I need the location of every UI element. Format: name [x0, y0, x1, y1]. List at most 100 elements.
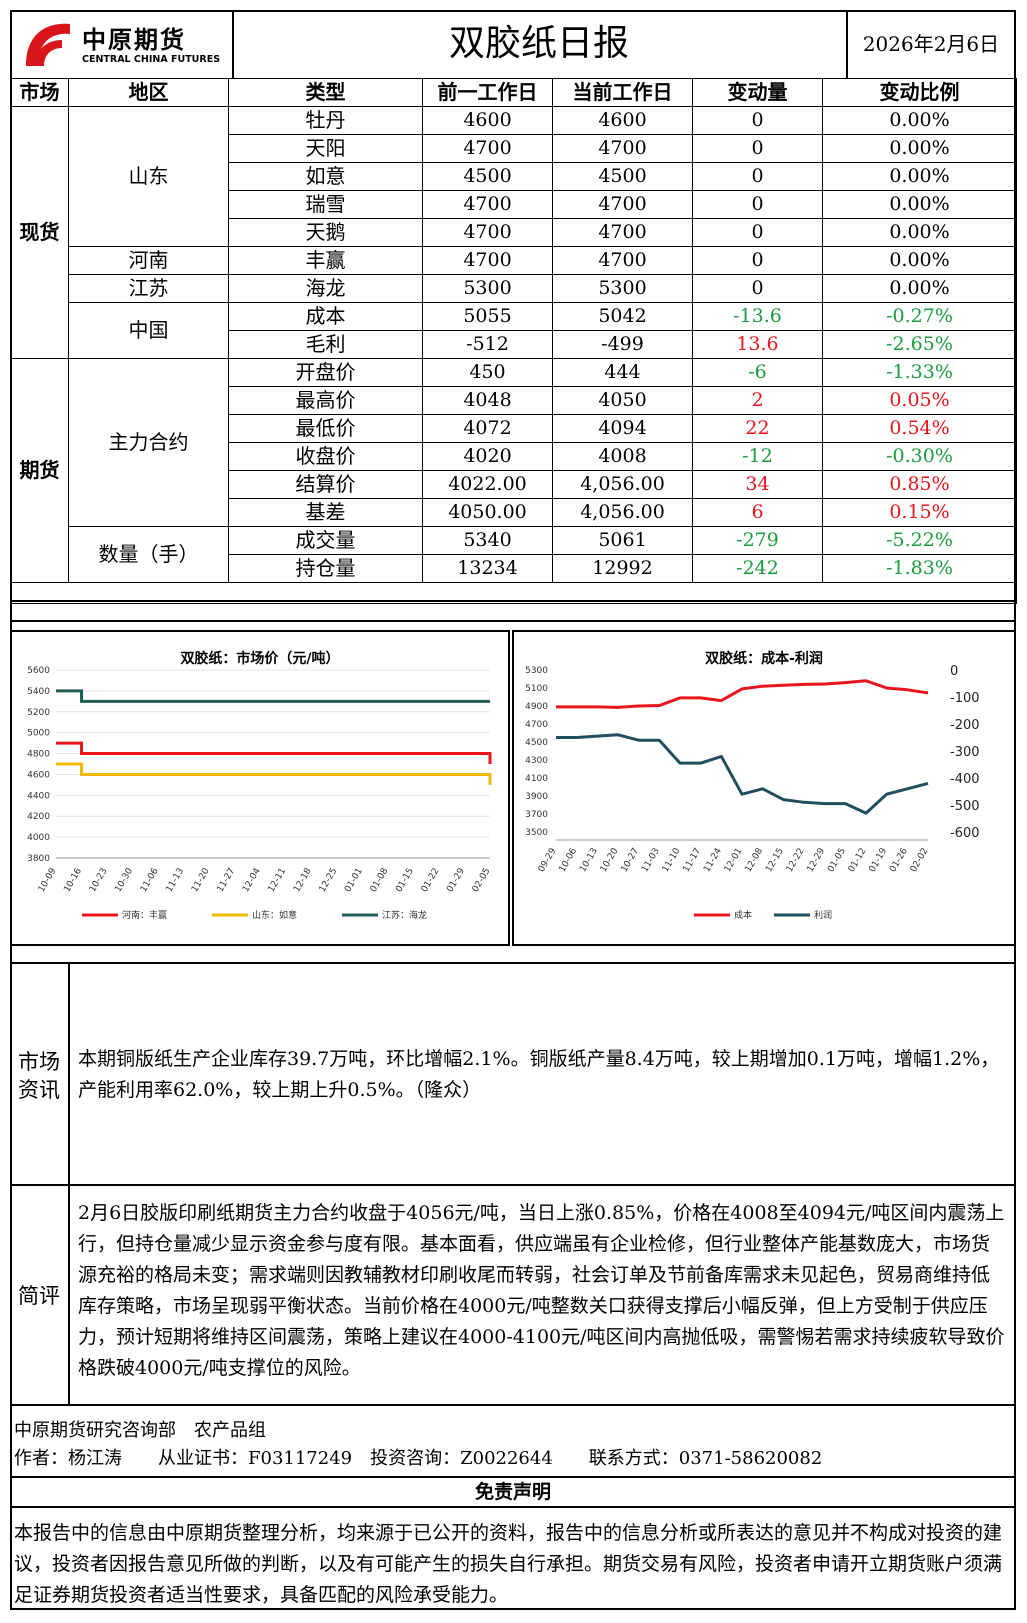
change-cell: 2 — [692, 386, 823, 415]
y-right-tick-label: -200 — [950, 718, 980, 733]
col-header-change: 变动量 — [692, 78, 823, 107]
curr-value-cell: 4094 — [552, 414, 693, 443]
prev-value-cell: 4020 — [422, 442, 553, 471]
change-cell: 0 — [692, 246, 823, 275]
company-logo-icon — [20, 20, 70, 70]
change-cell: -279 — [692, 526, 823, 555]
page-frame — [10, 10, 1016, 1610]
prev-value-cell: 4600 — [422, 106, 553, 135]
y-right-tick-label: -400 — [950, 772, 980, 787]
author-section: 中原期货研究咨询部 农产品组 作者：杨江涛 从业证书：F03117249 投资咨… — [10, 1404, 1016, 1478]
col-header-market: 市场 — [10, 78, 69, 107]
prev-value-cell: 4500 — [422, 162, 553, 191]
series-line — [556, 679, 929, 709]
price-table: 市场 地区 类型 前一工作日 当前工作日 变动量 变动比例 现货 山东 牡丹 4600… — [10, 78, 1017, 604]
legend-label: 利润 — [814, 909, 832, 921]
y-left-tick-label: 5100 — [525, 684, 548, 694]
change-cell: 22 — [692, 414, 823, 443]
market-price-chart: 双胶纸：市场价（元/吨） 3800 4000 4200 4400 4600 4800 500… — [10, 630, 510, 946]
change-pct-cell: -0.27% — [822, 302, 1017, 331]
table-row: 基差 4050.00 4,056.00 6 0.15% — [11, 498, 1017, 527]
series-line — [56, 741, 492, 764]
report-header: 中原期货 CENTRAL CHINA FUTURES 双胶纸日报 2026年2月… — [10, 10, 1016, 78]
market-info-label: 市场资讯 — [10, 964, 70, 1186]
change-pct-cell: 0.00% — [822, 162, 1017, 191]
y-tick-label: 5000 — [27, 729, 50, 739]
y-left-tick-label: 4300 — [525, 756, 548, 766]
table-row: 持仓量 13234 12992 -242 -1.83% — [11, 554, 1017, 583]
type-cell: 成本 — [228, 302, 423, 331]
type-cell: 如意 — [228, 162, 423, 191]
report-date: 2026年2月6日 — [862, 32, 1000, 56]
disclaimer-title-section: 免责声明 — [10, 1476, 1016, 1508]
change-pct-cell: 0.00% — [822, 246, 1017, 275]
market-price-chart-svg: 3800 4000 4200 4400 4600 4800 5000 5200 5400 5600… — [27, 666, 493, 921]
region-cell: 主力合约 — [68, 358, 229, 527]
y-tick-label: 4600 — [27, 770, 50, 780]
curr-value-cell: 4,056.00 — [552, 498, 693, 527]
change-pct-cell: 0.00% — [822, 190, 1017, 219]
y-tick-label: 4400 — [27, 791, 50, 801]
table-row: 如意 4500 4500 0 0.00% — [11, 162, 1017, 191]
y-tick-label: 5200 — [27, 708, 50, 718]
legend-label: 江苏：海龙 — [382, 909, 427, 921]
type-cell: 瑞雪 — [228, 190, 423, 219]
curr-value-cell: 4700 — [552, 190, 693, 219]
change-pct-cell: -2.65% — [822, 330, 1017, 359]
cost-profit-chart-svg: 3500 3700 3900 4100 4300 4500 4700 4900 5100 5300… — [525, 664, 980, 921]
prev-value-cell: 5300 — [422, 274, 553, 303]
change-pct-cell: 0.15% — [822, 498, 1017, 527]
change-cell: 6 — [692, 498, 823, 527]
table-row: 中国 成本 5055 5042 -13.6 -0.27% — [11, 302, 1017, 359]
table-row: 江苏 海龙 5300 5300 0 0.00% — [11, 274, 1017, 303]
prev-value-cell: 4050.00 — [422, 498, 553, 527]
comment-section: 简评 2月6日胶版印刷纸期货主力合约收盘于4056元/吨，当日上涨0.85%，价… — [10, 1184, 1016, 1406]
y-tick-label: 4200 — [27, 812, 50, 822]
curr-value-cell: 5061 — [552, 526, 693, 555]
table-row: 数量（手） 成交量 5340 5061 -279 -5.22% — [11, 526, 1017, 583]
type-cell: 天鹅 — [228, 218, 423, 247]
legend-label: 山东：如意 — [252, 909, 297, 921]
type-cell: 成交量 — [228, 526, 423, 555]
change-pct-cell: -0.30% — [822, 442, 1017, 471]
y-tick-label: 4000 — [27, 833, 50, 843]
disclaimer-section: 本报告中的信息由中原期货整理分析，均来源于已公开的资料，报告中的信息分析或所表达… — [10, 1506, 1016, 1612]
series-line — [556, 733, 929, 815]
curr-value-cell: 4500 — [552, 162, 693, 191]
disclaimer-text: 本报告中的信息由中原期货整理分析，均来源于已公开的资料，报告中的信息分析或所表达… — [14, 1522, 1003, 1606]
dept-text: 中原期货研究咨询部 农产品组 — [14, 1420, 266, 1441]
market-info-text: 本期铜版纸生产企业库存39.7万吨，环比增幅2.1%。铜版纸产量8.4万吨，较上… — [78, 1048, 1000, 1101]
author-text: 作者：杨江涛 从业证书：F03117249 投资咨询：Z0022644 联系方式… — [14, 1448, 823, 1469]
type-cell: 开盘价 — [228, 358, 423, 387]
y-right-tick-label: -300 — [950, 745, 980, 760]
type-cell: 毛利 — [228, 330, 423, 359]
y-right-tick-label: -500 — [950, 799, 980, 814]
y-right-tick-label: -100 — [950, 691, 980, 706]
prev-value-cell: 450 — [422, 358, 553, 387]
change-cell: 0 — [692, 218, 823, 247]
prev-value-cell: 5340 — [422, 526, 553, 555]
change-cell: 0 — [692, 106, 823, 135]
region-cell: 江苏 — [68, 274, 229, 303]
y-right-tick-label: 0 — [950, 664, 958, 679]
page-title: 双胶纸日报 — [232, 10, 848, 78]
comment-label: 简评 — [10, 1186, 70, 1406]
prev-value-cell: 4700 — [422, 134, 553, 163]
change-pct-cell: -1.33% — [822, 358, 1017, 387]
y-tick-label: 4800 — [27, 750, 50, 760]
region-cell: 河南 — [68, 246, 229, 275]
change-cell: -6 — [692, 358, 823, 387]
change-cell: -242 — [692, 554, 823, 583]
logo: 中原期货 CENTRAL CHINA FUTURES — [10, 10, 234, 78]
change-pct-cell: 0.54% — [822, 414, 1017, 443]
series-line — [56, 689, 490, 703]
disclaimer-title: 免责声明 — [474, 1481, 551, 1503]
market-cell: 现货 — [10, 106, 69, 359]
table-row: 毛利 -512 -499 13.6 -2.65% — [11, 330, 1017, 359]
legend-label: 河南：丰赢 — [122, 909, 167, 921]
series-line — [56, 762, 492, 785]
y-left-tick-label: 4100 — [525, 774, 548, 784]
y-left-tick-label: 4900 — [525, 702, 548, 712]
y-left-tick-label: 4500 — [525, 738, 548, 748]
type-cell: 收盘价 — [228, 442, 423, 471]
